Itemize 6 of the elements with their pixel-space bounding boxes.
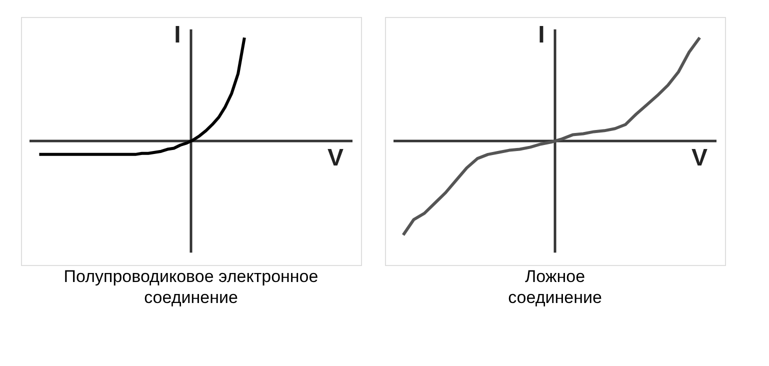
text: Полупроводиковое электронное соединение xyxy=(64,267,318,307)
x-axis-title: V xyxy=(691,144,708,172)
y-axis-title: I xyxy=(174,22,181,49)
text: Ложное соединение xyxy=(508,267,602,307)
x-axis-title: V xyxy=(327,144,344,172)
y-axis-title: I xyxy=(538,22,545,49)
